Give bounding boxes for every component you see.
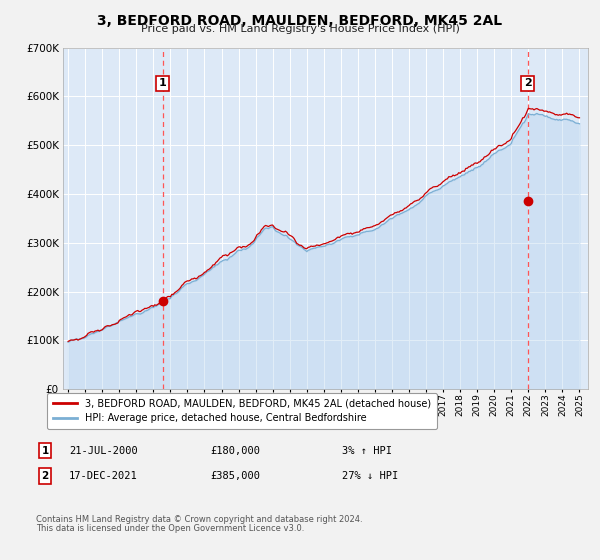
Text: 1: 1 — [158, 78, 166, 88]
Text: This data is licensed under the Open Government Licence v3.0.: This data is licensed under the Open Gov… — [36, 524, 304, 533]
Text: £180,000: £180,000 — [210, 446, 260, 456]
Text: 27% ↓ HPI: 27% ↓ HPI — [342, 471, 398, 481]
Text: 1: 1 — [41, 446, 49, 456]
Legend: 3, BEDFORD ROAD, MAULDEN, BEDFORD, MK45 2AL (detached house), HPI: Average price: 3, BEDFORD ROAD, MAULDEN, BEDFORD, MK45 … — [47, 393, 437, 429]
Text: £385,000: £385,000 — [210, 471, 260, 481]
Text: Contains HM Land Registry data © Crown copyright and database right 2024.: Contains HM Land Registry data © Crown c… — [36, 515, 362, 524]
Text: 21-JUL-2000: 21-JUL-2000 — [69, 446, 138, 456]
Text: Price paid vs. HM Land Registry's House Price Index (HPI): Price paid vs. HM Land Registry's House … — [140, 24, 460, 34]
Text: 3, BEDFORD ROAD, MAULDEN, BEDFORD, MK45 2AL: 3, BEDFORD ROAD, MAULDEN, BEDFORD, MK45 … — [97, 14, 503, 28]
Text: 2: 2 — [41, 471, 49, 481]
Text: 3% ↑ HPI: 3% ↑ HPI — [342, 446, 392, 456]
Text: 17-DEC-2021: 17-DEC-2021 — [69, 471, 138, 481]
Text: 2: 2 — [524, 78, 532, 88]
